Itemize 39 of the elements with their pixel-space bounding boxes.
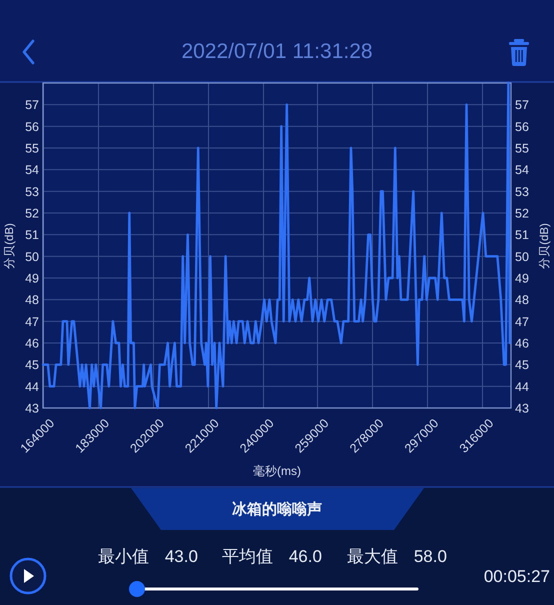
- y2-tick-label: 57: [515, 98, 529, 112]
- y2-tick-label: 48: [515, 293, 529, 308]
- y2-tick-label: 47: [515, 314, 529, 329]
- y-tick-label: 55: [25, 142, 40, 156]
- y2-tick-label: 49: [515, 272, 529, 286]
- y2-tick-label: 51: [515, 228, 529, 242]
- y-tick-label: 48: [25, 293, 40, 308]
- text: 最小值 43.0: [98, 547, 198, 566]
- y-tick-label: 56: [25, 120, 40, 134]
- y2-tick-label: 50: [515, 250, 529, 264]
- y2-tick-label: 44: [515, 380, 529, 394]
- y-tick-label: 47: [25, 314, 40, 329]
- y-tick-label: 44: [25, 380, 40, 394]
- y2-tick-label: 53: [515, 184, 529, 199]
- y-tick-label: 43: [25, 402, 40, 416]
- y-tick-label: 52: [25, 206, 40, 220]
- y2-tick-label: 46: [515, 336, 529, 350]
- y2-tick-label: 54: [515, 163, 529, 178]
- text: 00:05:27: [484, 567, 550, 586]
- y-tick-label: 45: [25, 358, 40, 372]
- y2-tick-label: 43: [515, 402, 529, 416]
- y-tick-label: 57: [25, 98, 40, 112]
- x-axis-title: 毫秒(ms): [253, 464, 301, 478]
- y-axis-title: 分贝(dB): [3, 222, 16, 269]
- y2-tick-label: 52: [515, 206, 529, 220]
- y-tick-label: 50: [25, 250, 40, 264]
- y2-tick-label: 56: [515, 120, 529, 134]
- text: 冰箱的嗡嗡声: [232, 501, 322, 518]
- y2-tick-label: 45: [515, 358, 529, 372]
- text: 最大值 58.0: [347, 547, 447, 566]
- y2-tick-label: 55: [515, 142, 529, 156]
- y2-axis-title: 分贝(dB): [538, 222, 551, 269]
- chart-title: 2022/07/01 11:31:28: [181, 40, 373, 63]
- y-tick-label: 49: [25, 272, 40, 286]
- y-tick-label: 53: [25, 184, 40, 199]
- y-tick-label: 46: [25, 336, 40, 350]
- y-tick-label: 51: [25, 228, 40, 242]
- text: 平均值 46.0: [222, 547, 322, 566]
- y-tick-label: 54: [25, 163, 40, 178]
